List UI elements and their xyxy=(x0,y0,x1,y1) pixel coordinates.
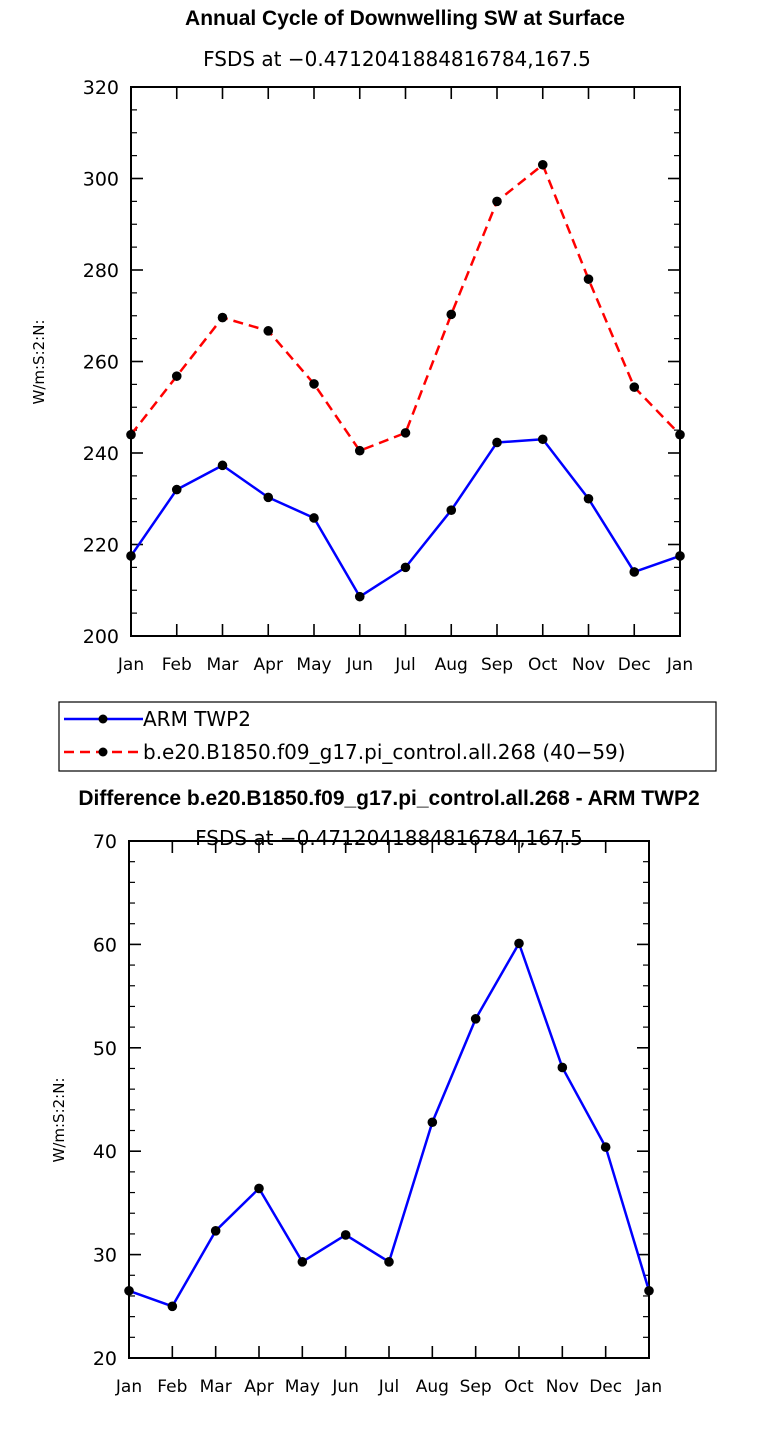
legend-marker-model xyxy=(98,747,108,757)
chart1-xtick-label: Jun xyxy=(345,655,373,675)
chart1-series-1-point xyxy=(629,382,640,392)
legend-label-model: b.e20.B1850.f09_g17.pi_control.all.268 (… xyxy=(143,740,626,764)
chart2-ytick-label: 40 xyxy=(93,1141,117,1163)
chart2-xtick-label: Nov xyxy=(546,1377,579,1397)
legend-box xyxy=(58,701,717,772)
chart1-ytick-label: 260 xyxy=(83,352,119,374)
chart1-plot: 200 220 240 260 280 300 320 Jan Feb Mar Apr May Jun J… xyxy=(83,77,693,675)
chart2-series-0-point xyxy=(340,1230,351,1240)
chart1-xtick-label: Aug xyxy=(435,655,468,675)
chart2-xtick-label: Dec xyxy=(589,1377,622,1397)
chart1-ytick-label: 200 xyxy=(83,626,119,648)
chart2-xtick-label: Aug xyxy=(416,1377,449,1397)
chart2-series-0-point xyxy=(470,1014,481,1024)
chart2-series-0-point xyxy=(254,1183,264,1194)
chart1-series-0-point xyxy=(263,492,274,503)
chart1-series-1-point xyxy=(675,429,685,440)
legend-label-arm: ARM TWP2 xyxy=(143,707,251,731)
chart1-xtick-label: Mar xyxy=(206,655,238,675)
chart2-xtick-label: Jan xyxy=(635,1377,662,1397)
chart1-series-1-point xyxy=(492,196,502,207)
chart1-series-0-point xyxy=(400,562,411,573)
chart1-ytick-label: 220 xyxy=(83,535,119,557)
chart2-ytick-label: 60 xyxy=(93,934,117,956)
legend-marker-arm xyxy=(98,714,108,724)
chart2-xtick-label: Mar xyxy=(200,1377,232,1397)
chart1-series-1-point xyxy=(126,429,136,440)
chart2-xtick-label: Oct xyxy=(504,1377,534,1397)
chart1-series-0-point xyxy=(629,567,640,577)
chart1-xtick-label: Jan xyxy=(117,655,144,675)
chart1-xtick-label: Dec xyxy=(618,655,651,675)
chart2-series-0-point xyxy=(124,1285,134,1296)
chart1-series-0-point xyxy=(675,551,685,561)
chart1-series-0-point xyxy=(217,460,228,471)
chart1-series-0-point xyxy=(309,513,319,523)
chart1-ytick-label: 320 xyxy=(83,77,119,99)
chart2-xtick-label: Jun xyxy=(331,1377,359,1397)
chart1-series-1-point xyxy=(583,274,594,284)
chart1-series-0-point xyxy=(446,505,457,515)
chart2-xtick-label: Jul xyxy=(378,1377,400,1397)
chart1-series-line-1 xyxy=(130,163,681,452)
chart2-title: Difference b.e20.B1850.f09_g17.pi_contro… xyxy=(78,787,699,810)
chart2-xtick-label: Feb xyxy=(157,1377,187,1397)
chart1-title: Annual Cycle of Downwelling SW at Surfac… xyxy=(185,7,625,30)
chart2-ytick-label: 50 xyxy=(93,1038,117,1060)
chart1-series-1-point xyxy=(309,379,319,389)
chart2-xtick-label: May xyxy=(285,1377,320,1397)
chart2-series-0-point xyxy=(210,1226,221,1236)
chart2-series-0-point xyxy=(557,1062,568,1073)
chart2-xtick-label: Sep xyxy=(460,1377,492,1397)
chart1-xtick-label: Sep xyxy=(481,655,513,675)
chart2-series-0-point xyxy=(167,1301,178,1312)
chart1-series-1-point xyxy=(537,159,548,170)
chart1-series-line-0 xyxy=(129,438,681,598)
chart1-xtick-label: Jan xyxy=(666,655,693,675)
chart1-series-0-point xyxy=(171,484,182,495)
chart1-series-1-point xyxy=(354,445,365,456)
chart1-series-1-point xyxy=(400,428,411,438)
chart2-plot: 20 30 40 50 60 70 Jan Feb Mar Apr May Jun Jul Aug Sep O… xyxy=(93,831,662,1397)
chart1-ytick-label: 240 xyxy=(83,443,119,465)
chart2-ytick-label: 70 xyxy=(93,831,117,853)
chart1-series-0-point xyxy=(492,437,502,448)
chart1-xtick-label: May xyxy=(296,655,331,675)
legend: ARM TWP2 b.e20.B1850.f09_g17.pi_control.… xyxy=(58,701,717,772)
chart2-series-line-0 xyxy=(128,942,651,1308)
chart1-xtick-label: Nov xyxy=(572,655,605,675)
chart1-frame xyxy=(130,86,681,637)
chart2-xtick-label: Apr xyxy=(244,1377,273,1397)
chart2-series-0-point xyxy=(427,1117,438,1128)
chart1-series-1-point xyxy=(217,312,228,323)
chart1-series-0-point xyxy=(354,591,365,602)
chart2-series-0-point xyxy=(297,1257,308,1267)
chart2-ytick-label: 30 xyxy=(93,1245,117,1267)
chart1-ylabel: W/m:S:2:N: xyxy=(30,320,48,405)
chart1-series-0-point xyxy=(583,493,594,504)
chart2-series-0-point xyxy=(514,938,524,949)
chart1-series-0-point xyxy=(126,551,136,561)
chart1-subtitle: FSDS at −0.4712041884816784,167.5 xyxy=(203,47,591,71)
chart1-xtick-label: Apr xyxy=(254,655,283,675)
chart1-ytick-label: 280 xyxy=(83,260,119,282)
chart1-series-1-point xyxy=(171,371,182,381)
chart2-ytick-label: 20 xyxy=(93,1348,117,1370)
chart1-xtick-label: Oct xyxy=(528,655,558,675)
chart2-ylabel: W/m:S:2:N: xyxy=(50,1078,68,1163)
chart1-series-0-point xyxy=(537,434,548,445)
chart2-series-0-point xyxy=(644,1285,654,1296)
chart2-series-0-point xyxy=(384,1257,394,1267)
chart1-series-1-point xyxy=(446,309,457,320)
chart1-xtick-label: Feb xyxy=(162,655,192,675)
chart2-series-0-point xyxy=(600,1142,611,1152)
chart1-ytick-label: 300 xyxy=(83,169,119,191)
chart1-xtick-label: Jul xyxy=(394,655,416,675)
chart1-series-1-point xyxy=(263,326,274,336)
chart2-frame xyxy=(128,840,650,1359)
chart2-xtick-label: Jan xyxy=(115,1377,142,1397)
